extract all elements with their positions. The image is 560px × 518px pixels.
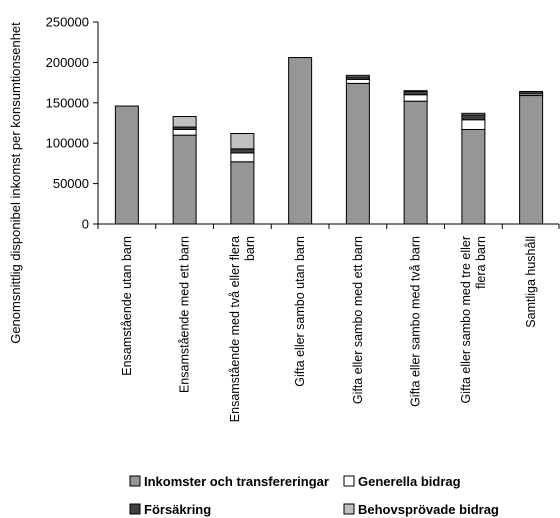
x-category-label: Ensamstående med ett barn <box>178 236 192 393</box>
bar-segment <box>461 114 486 121</box>
bar-segment <box>172 128 197 136</box>
legend-label: Försäkring <box>144 502 211 517</box>
x-category-label: barn <box>243 236 257 261</box>
bar-segment <box>345 82 370 225</box>
x-category-label: flera barn <box>474 236 488 289</box>
y-axis-title: Genomsnittlig disponibel inkomst per kon… <box>8 22 23 344</box>
bar-segment <box>114 105 139 225</box>
bar-segment <box>403 100 428 225</box>
y-tick-label: 100000 <box>46 136 89 151</box>
y-tick-label: 150000 <box>46 95 89 110</box>
legend-label: Generella bidrag <box>358 474 461 489</box>
legend-label: Inkomster och transfereringar <box>144 474 329 489</box>
y-tick-label: 250000 <box>46 15 89 30</box>
x-category-label: Gifta eller sambo utan barn <box>293 236 307 387</box>
legend-swatch <box>343 475 355 487</box>
bar-segment <box>461 119 486 130</box>
y-tick-label: 0 <box>82 217 89 232</box>
bar-segment <box>461 112 486 116</box>
x-category-label: Gifta eller sambo med två barn <box>409 236 423 407</box>
legend-label: Behovsprövade bidrag <box>358 502 499 517</box>
bar-segment <box>519 95 544 225</box>
y-tick-label: 50000 <box>53 176 89 191</box>
bar-segment <box>345 78 370 84</box>
legend-swatch <box>343 503 355 515</box>
bar-segment <box>230 161 255 225</box>
legend-swatch <box>129 503 141 515</box>
y-tick-label: 200000 <box>46 55 89 70</box>
bar-segment <box>172 134 197 225</box>
bar-segment <box>230 148 255 154</box>
x-category-label: Samtliga hushåll <box>524 236 538 328</box>
x-category-label: Ensamstående med två eller flera <box>228 236 242 422</box>
bar-segment <box>345 74 370 78</box>
legend-swatch <box>129 475 141 487</box>
bar-segment <box>519 90 544 95</box>
x-category-label: Gifta eller sambo med ett barn <box>351 236 365 404</box>
bar-segment <box>403 90 428 92</box>
bar-segment <box>288 57 313 225</box>
bar-segment <box>172 116 197 128</box>
bar-segment <box>230 152 255 163</box>
bar-segment <box>461 128 486 225</box>
bar-segment <box>230 133 255 150</box>
bar-segment <box>403 94 428 102</box>
x-category-label: Ensamstående utan barn <box>120 236 134 376</box>
x-category-label: Gifta eller sambo med tre eller <box>459 236 473 403</box>
